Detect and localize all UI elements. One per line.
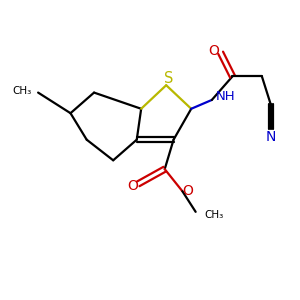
- Text: O: O: [182, 184, 193, 198]
- Text: CH₃: CH₃: [12, 86, 32, 96]
- Text: O: O: [208, 44, 219, 58]
- Text: CH₃: CH₃: [205, 210, 224, 220]
- Text: NH: NH: [215, 90, 235, 103]
- Text: S: S: [164, 71, 173, 86]
- Text: N: N: [266, 130, 277, 144]
- Text: O: O: [128, 179, 138, 193]
